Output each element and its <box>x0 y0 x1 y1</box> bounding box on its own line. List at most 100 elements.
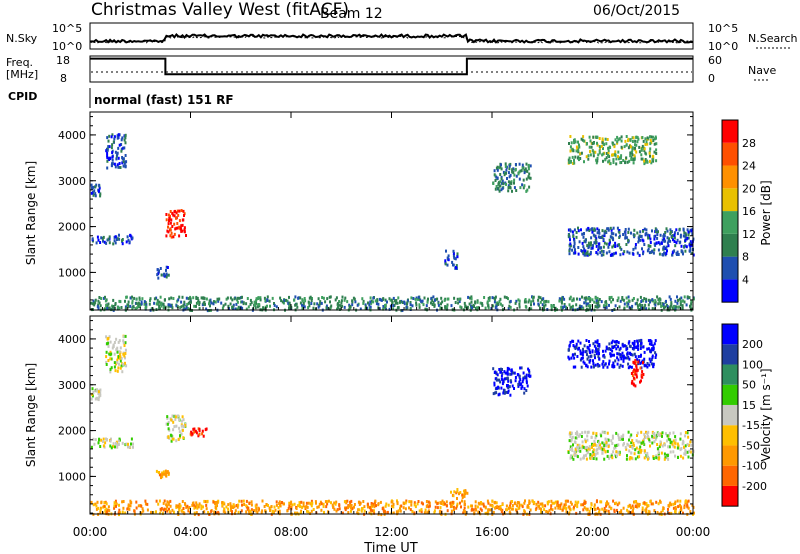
data-cell-9 <box>583 239 586 243</box>
data-cell-9 <box>617 352 620 356</box>
data-cell-0 <box>388 307 391 311</box>
data-cell-0 <box>307 306 310 310</box>
data-cell-0 <box>97 299 100 303</box>
data-cell-1 <box>122 164 125 168</box>
data-cell-8 <box>512 371 515 375</box>
data-cell-0 <box>182 507 185 510</box>
data-cell-7 <box>456 488 459 491</box>
data-cell-0 <box>644 508 647 512</box>
data-cell-0 <box>103 504 106 508</box>
data-cell-0 <box>308 304 311 308</box>
data-cell-4 <box>175 211 178 215</box>
data-cell-0 <box>354 300 357 304</box>
data-cell-0 <box>598 304 601 308</box>
data-cell-4 <box>174 417 177 421</box>
data-cell-0 <box>230 506 232 510</box>
colorbar-tick--100: -100 <box>742 460 767 473</box>
data-cell-9 <box>596 252 599 256</box>
data-cell-8 <box>583 160 585 164</box>
data-cell-9 <box>651 229 653 233</box>
data-cell-0 <box>486 300 489 304</box>
data-cell-0 <box>156 301 159 305</box>
data-cell-0 <box>645 307 648 311</box>
data-cell-9 <box>580 357 583 360</box>
data-cell-0 <box>647 298 650 302</box>
data-cell-0 <box>634 302 637 306</box>
data-cell-6 <box>444 262 447 266</box>
data-cell-8 <box>572 162 575 165</box>
data-cell-9 <box>612 346 614 349</box>
data-cell-9 <box>634 246 637 250</box>
data-cell-9 <box>621 343 624 347</box>
data-cell-0 <box>181 500 184 503</box>
data-cell-9 <box>636 341 639 345</box>
data-cell-9 <box>571 353 574 357</box>
cpid-text: normal (fast) 151 RF <box>94 93 234 107</box>
data-cell-0 <box>330 304 333 308</box>
data-cell-9 <box>643 227 646 231</box>
data-cell-0 <box>482 504 485 508</box>
data-cell-1 <box>119 355 122 359</box>
data-cell-9 <box>626 250 629 254</box>
data-cell-0 <box>598 508 601 512</box>
data-cell-7 <box>505 165 508 169</box>
data-cell-0 <box>187 507 190 511</box>
data-cell-3 <box>116 443 119 447</box>
data-cell-3 <box>115 238 118 241</box>
data-cell-9 <box>595 349 598 352</box>
data-cell-0 <box>560 301 563 305</box>
data-cell-0 <box>605 302 608 306</box>
data-cell-0 <box>192 296 195 300</box>
data-cell-0 <box>99 508 102 512</box>
data-cell-9 <box>597 235 600 239</box>
data-cell-0 <box>670 301 673 305</box>
data-cell-0 <box>341 295 344 299</box>
data-cell-9 <box>656 233 659 236</box>
data-cell-7 <box>450 490 452 494</box>
data-cell-0 <box>96 500 99 504</box>
data-cell-11 <box>615 431 618 435</box>
data-cell-0 <box>188 506 191 509</box>
colorbar-tick-50: 50 <box>742 379 756 392</box>
data-cell-9 <box>590 236 593 240</box>
data-cell-0 <box>358 508 361 512</box>
data-cell-8 <box>596 143 599 147</box>
nave-label: Nave <box>748 64 776 77</box>
data-cell-9 <box>689 248 692 252</box>
data-cell-0 <box>127 303 130 307</box>
data-cell-11 <box>660 432 663 436</box>
data-cell-9 <box>652 251 655 255</box>
data-cell-4 <box>172 437 175 441</box>
data-cell-8 <box>506 384 509 387</box>
data-cell-0 <box>558 297 561 301</box>
data-cell-9 <box>637 240 640 244</box>
data-cell-9 <box>637 355 640 359</box>
data-cell-8 <box>504 371 507 375</box>
data-cell-0 <box>601 507 604 511</box>
data-cell-0 <box>343 500 346 504</box>
data-cell-4 <box>169 227 172 231</box>
data-cell-0 <box>392 304 395 308</box>
data-cell-0 <box>124 511 127 515</box>
data-cell-7 <box>498 184 501 188</box>
data-cell-0 <box>688 296 691 300</box>
data-cell-0 <box>313 302 316 306</box>
data-cell-4 <box>172 213 175 217</box>
data-cell-8 <box>575 149 578 153</box>
data-cell-0 <box>558 299 561 303</box>
data-cell-9 <box>657 230 659 234</box>
data-cell-8 <box>630 157 633 161</box>
data-cell-0 <box>374 299 377 303</box>
data-cell-0 <box>146 502 149 506</box>
data-cell-2 <box>92 185 95 189</box>
data-cell-0 <box>495 501 498 505</box>
data-cell-1 <box>107 145 110 149</box>
data-cell-3 <box>97 441 100 445</box>
data-cell-0 <box>600 500 603 504</box>
data-cell-9 <box>657 241 660 245</box>
data-cell-0 <box>530 300 533 304</box>
data-cell-11 <box>686 431 689 435</box>
data-cell-0 <box>600 300 603 304</box>
data-cell-0 <box>247 507 250 510</box>
data-cell-0 <box>386 300 388 304</box>
